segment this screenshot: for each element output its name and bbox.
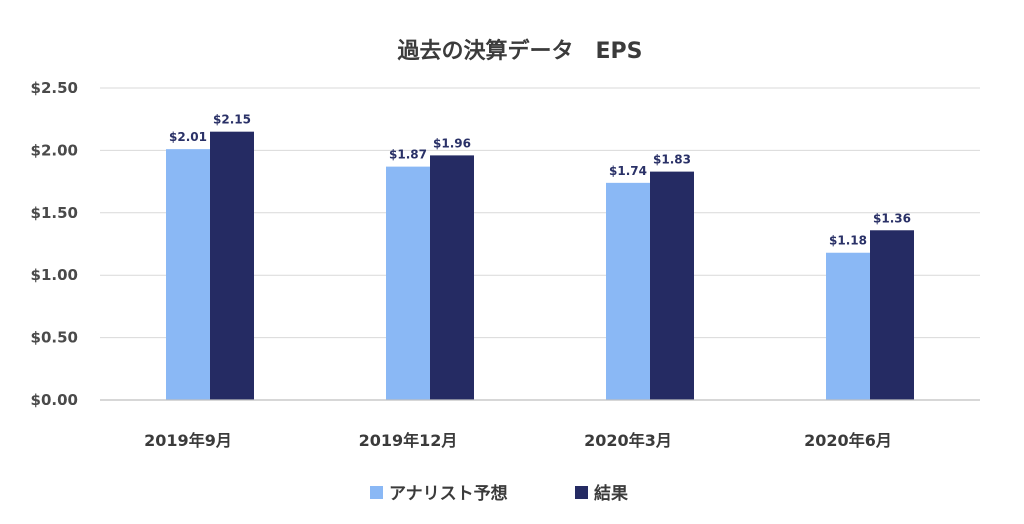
- data-label-analyst: $1.87: [389, 148, 427, 162]
- bar-result: [430, 155, 474, 400]
- y-tick-label: $2.50: [31, 79, 78, 97]
- x-category-label: 2020年6月: [804, 431, 892, 450]
- legend-swatch-analyst: [370, 486, 383, 499]
- bars: [166, 131, 914, 400]
- data-label-result: $2.15: [213, 113, 251, 127]
- chart-title: 過去の決算データ EPS: [398, 38, 643, 64]
- legend-label-result: 結果: [594, 483, 628, 504]
- data-label-result: $1.36: [873, 211, 911, 225]
- bar-result: [210, 131, 254, 400]
- y-tick-label: $0.50: [31, 329, 78, 347]
- x-axis-categories: 2019年9月 2019年12月 2020年3月 2020年6月: [144, 431, 892, 450]
- y-tick-label: $1.00: [31, 266, 78, 284]
- bar-analyst: [826, 252, 870, 400]
- data-label-analyst: $1.18: [829, 234, 867, 248]
- data-label-result: $1.83: [653, 153, 691, 167]
- legend: アナリスト予想 結果: [370, 483, 628, 504]
- legend-swatch-result: [575, 486, 588, 499]
- data-label-result: $1.96: [433, 136, 471, 150]
- y-tick-label: $0.00: [31, 391, 78, 409]
- x-category-label: 2020年3月: [584, 431, 672, 450]
- x-category-label: 2019年9月: [144, 431, 232, 450]
- y-axis-ticks: $0.00 $0.50 $1.00 $1.50 $2.00 $2.50: [31, 79, 78, 409]
- y-tick-label: $2.00: [31, 141, 78, 159]
- legend-label-analyst: アナリスト予想: [389, 483, 508, 504]
- y-tick-label: $1.50: [31, 204, 78, 222]
- bar-analyst: [606, 182, 650, 400]
- bar-analyst: [386, 166, 430, 400]
- data-labels: $2.01 $2.15 $1.87 $1.96 $1.74 $1.83 $1.18 $1.36: [169, 113, 911, 248]
- bar-analyst: [166, 149, 210, 400]
- data-label-analyst: $2.01: [169, 130, 207, 144]
- x-category-label: 2019年12月: [359, 431, 458, 450]
- data-label-analyst: $1.74: [609, 164, 647, 178]
- bar-result: [870, 230, 914, 400]
- bar-result: [650, 171, 694, 400]
